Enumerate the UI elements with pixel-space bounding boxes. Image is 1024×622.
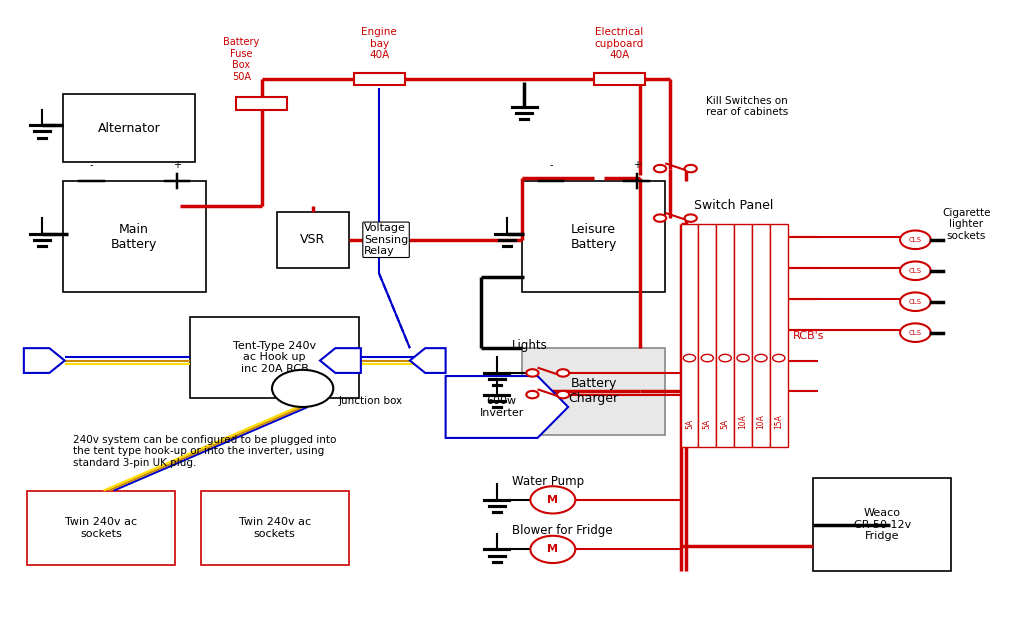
FancyBboxPatch shape: [201, 491, 348, 565]
Text: 240v system can be configured to be plugged into
the tent type hook-up or into t: 240v system can be configured to be plug…: [73, 435, 336, 468]
FancyBboxPatch shape: [813, 478, 951, 571]
Polygon shape: [445, 376, 568, 438]
Circle shape: [737, 355, 750, 362]
Text: 15A: 15A: [774, 414, 783, 429]
Text: 10A: 10A: [738, 414, 748, 429]
Text: CLS: CLS: [909, 237, 922, 243]
Circle shape: [526, 391, 539, 398]
Text: M: M: [548, 544, 558, 554]
Text: CLS: CLS: [909, 267, 922, 274]
Text: Alternator: Alternator: [97, 122, 161, 135]
FancyBboxPatch shape: [734, 225, 752, 447]
Polygon shape: [24, 348, 65, 373]
FancyBboxPatch shape: [27, 491, 175, 565]
Text: Switch Panel: Switch Panel: [694, 199, 774, 212]
Text: CLS: CLS: [909, 330, 922, 336]
Text: +: +: [633, 160, 641, 170]
Circle shape: [900, 231, 931, 249]
FancyBboxPatch shape: [278, 212, 348, 267]
Circle shape: [900, 323, 931, 342]
FancyBboxPatch shape: [681, 225, 698, 447]
Text: 5A: 5A: [702, 419, 712, 429]
Text: 5A: 5A: [721, 419, 730, 429]
Text: Tent-Type 240v
ac Hook up
inc 20A RCB: Tent-Type 240v ac Hook up inc 20A RCB: [233, 341, 316, 374]
Circle shape: [557, 369, 569, 377]
Text: Twin 240v ac
sockets: Twin 240v ac sockets: [239, 517, 310, 539]
FancyBboxPatch shape: [62, 95, 196, 162]
Text: Blower for Fridge: Blower for Fridge: [512, 524, 612, 537]
Text: CLS: CLS: [909, 299, 922, 305]
FancyBboxPatch shape: [190, 317, 358, 397]
FancyBboxPatch shape: [698, 225, 716, 447]
Polygon shape: [410, 348, 445, 373]
Text: 600w
Inverter: 600w Inverter: [479, 396, 524, 418]
Circle shape: [719, 355, 731, 362]
Text: -: -: [549, 160, 553, 170]
Circle shape: [526, 369, 539, 377]
Text: -: -: [89, 160, 93, 170]
Text: Battery
Charger: Battery Charger: [568, 378, 618, 406]
Circle shape: [530, 536, 575, 563]
Circle shape: [272, 370, 333, 407]
FancyBboxPatch shape: [716, 225, 734, 447]
Text: Battery
Fuse
Box
50A: Battery Fuse Box 50A: [223, 37, 259, 82]
Polygon shape: [321, 348, 360, 373]
Text: Leisure
Battery: Leisure Battery: [570, 223, 616, 251]
Circle shape: [900, 292, 931, 311]
FancyBboxPatch shape: [522, 181, 666, 292]
Text: VSR: VSR: [300, 233, 326, 246]
Text: Water Pump: Water Pump: [512, 475, 584, 488]
Circle shape: [773, 355, 785, 362]
FancyBboxPatch shape: [770, 225, 787, 447]
Text: 5A: 5A: [685, 419, 694, 429]
Circle shape: [755, 355, 767, 362]
Text: M: M: [548, 495, 558, 505]
Circle shape: [654, 165, 667, 172]
Text: Engine
bay
40A: Engine bay 40A: [361, 27, 397, 60]
Text: Weaco
CR-50 12v
Fridge: Weaco CR-50 12v Fridge: [854, 508, 910, 541]
FancyBboxPatch shape: [237, 98, 288, 109]
FancyBboxPatch shape: [752, 225, 770, 447]
Text: Voltage
Sensing
Relay: Voltage Sensing Relay: [364, 223, 409, 256]
Text: Main
Battery: Main Battery: [111, 223, 158, 251]
Circle shape: [683, 355, 695, 362]
Circle shape: [701, 355, 714, 362]
Text: RCB's: RCB's: [793, 331, 824, 341]
Circle shape: [900, 261, 931, 280]
Text: +: +: [173, 160, 181, 170]
FancyBboxPatch shape: [353, 73, 404, 85]
Text: Kill Switches on
rear of cabinets: Kill Switches on rear of cabinets: [706, 96, 788, 118]
Circle shape: [685, 165, 697, 172]
Circle shape: [557, 391, 569, 398]
FancyBboxPatch shape: [62, 181, 206, 292]
Text: Twin 240v ac
sockets: Twin 240v ac sockets: [65, 517, 137, 539]
Text: 10A: 10A: [757, 414, 765, 429]
Text: Lights: Lights: [512, 338, 548, 351]
FancyBboxPatch shape: [594, 73, 645, 85]
Circle shape: [654, 215, 667, 222]
Text: Junction box: Junction box: [338, 396, 402, 406]
Circle shape: [685, 215, 697, 222]
FancyBboxPatch shape: [522, 348, 666, 435]
Text: Cigarette
lighter
sockets: Cigarette lighter sockets: [942, 208, 990, 241]
Circle shape: [530, 486, 575, 514]
Text: Electrical
cupboard
40A: Electrical cupboard 40A: [595, 27, 644, 60]
